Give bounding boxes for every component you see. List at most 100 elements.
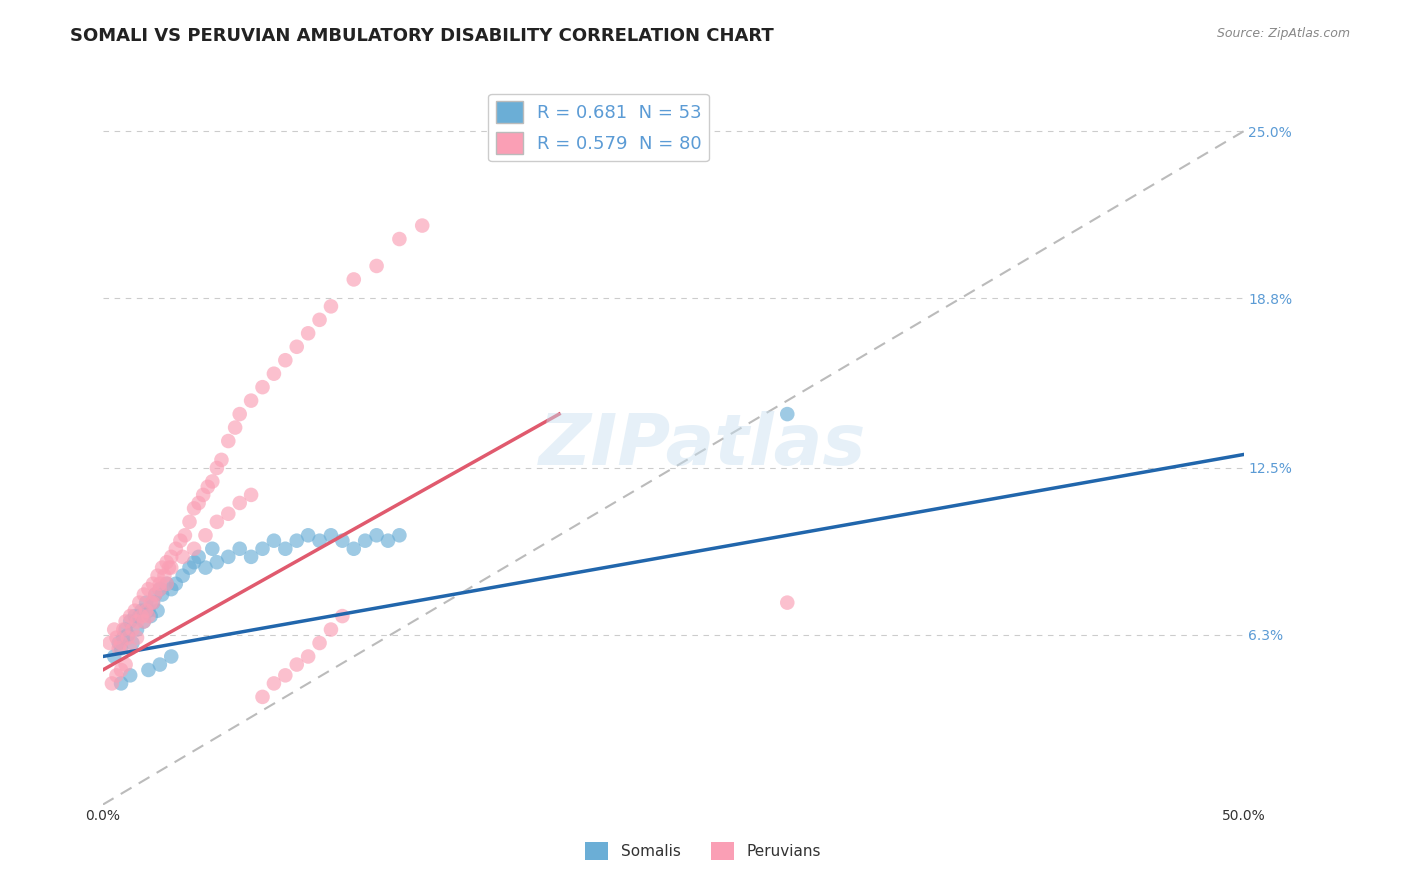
Point — [103, 623, 125, 637]
Point — [138, 604, 160, 618]
Point — [160, 549, 183, 564]
Point — [252, 541, 274, 556]
Text: Source: ZipAtlas.com: Source: ZipAtlas.com — [1216, 27, 1350, 40]
Point — [120, 641, 142, 656]
Point — [217, 434, 239, 448]
Point — [132, 615, 155, 629]
Point — [205, 515, 228, 529]
Point — [128, 596, 150, 610]
Point — [252, 690, 274, 704]
Point — [183, 555, 205, 569]
Point — [228, 541, 250, 556]
Point — [172, 549, 194, 564]
Point — [112, 631, 135, 645]
Point — [776, 407, 799, 421]
Point — [263, 367, 285, 381]
Point — [165, 541, 187, 556]
Point — [343, 541, 366, 556]
Point — [156, 576, 179, 591]
Point — [388, 528, 411, 542]
Point — [308, 533, 330, 548]
Point — [150, 588, 173, 602]
Point — [193, 488, 215, 502]
Point — [132, 615, 155, 629]
Point — [388, 232, 411, 246]
Point — [274, 353, 297, 368]
Point — [179, 515, 201, 529]
Point — [319, 623, 342, 637]
Point — [343, 272, 366, 286]
Point — [110, 663, 132, 677]
Point — [240, 488, 263, 502]
Point — [205, 555, 228, 569]
Point — [112, 623, 135, 637]
Point — [143, 588, 166, 602]
Point — [157, 560, 180, 574]
Point — [297, 528, 319, 542]
Point — [160, 649, 183, 664]
Point — [201, 541, 224, 556]
Point — [149, 582, 172, 596]
Point — [153, 568, 176, 582]
Point — [228, 496, 250, 510]
Point — [120, 609, 142, 624]
Point — [308, 636, 330, 650]
Legend: Somalis, Peruvians: Somalis, Peruvians — [579, 836, 827, 866]
Point — [183, 501, 205, 516]
Point — [120, 668, 142, 682]
Point — [319, 528, 342, 542]
Point — [297, 326, 319, 341]
Point — [228, 407, 250, 421]
Point — [146, 568, 169, 582]
Point — [142, 576, 165, 591]
Point — [165, 576, 187, 591]
Point — [209, 453, 232, 467]
Point — [149, 582, 172, 596]
Point — [110, 641, 132, 656]
Point — [105, 631, 128, 645]
Point — [194, 560, 217, 574]
Point — [297, 649, 319, 664]
Point — [135, 596, 157, 610]
Point — [114, 615, 136, 629]
Point — [274, 541, 297, 556]
Legend: R = 0.681  N = 53, R = 0.579  N = 80: R = 0.681 N = 53, R = 0.579 N = 80 — [488, 94, 709, 161]
Point — [125, 631, 148, 645]
Point — [149, 576, 172, 591]
Text: ZIPatlas: ZIPatlas — [540, 411, 866, 481]
Point — [139, 609, 162, 624]
Point — [169, 533, 191, 548]
Point — [183, 541, 205, 556]
Point — [366, 528, 388, 542]
Point — [263, 676, 285, 690]
Point — [366, 259, 388, 273]
Point — [205, 461, 228, 475]
Point — [285, 533, 308, 548]
Point — [160, 582, 183, 596]
Point — [128, 609, 150, 624]
Point — [187, 549, 209, 564]
Point — [125, 623, 148, 637]
Point — [411, 219, 433, 233]
Point — [121, 636, 143, 650]
Point — [160, 560, 183, 574]
Point — [149, 657, 172, 672]
Point — [285, 657, 308, 672]
Text: SOMALI VS PERUVIAN AMBULATORY DISABILITY CORRELATION CHART: SOMALI VS PERUVIAN AMBULATORY DISABILITY… — [70, 27, 775, 45]
Point — [117, 628, 139, 642]
Point — [114, 657, 136, 672]
Point — [135, 604, 157, 618]
Point — [131, 604, 153, 618]
Point — [138, 609, 160, 624]
Point — [224, 420, 246, 434]
Point — [142, 596, 165, 610]
Point — [121, 623, 143, 637]
Point — [217, 507, 239, 521]
Point — [105, 668, 128, 682]
Point — [194, 528, 217, 542]
Point — [308, 313, 330, 327]
Point — [101, 676, 124, 690]
Point — [240, 393, 263, 408]
Point — [174, 528, 197, 542]
Point — [120, 615, 142, 629]
